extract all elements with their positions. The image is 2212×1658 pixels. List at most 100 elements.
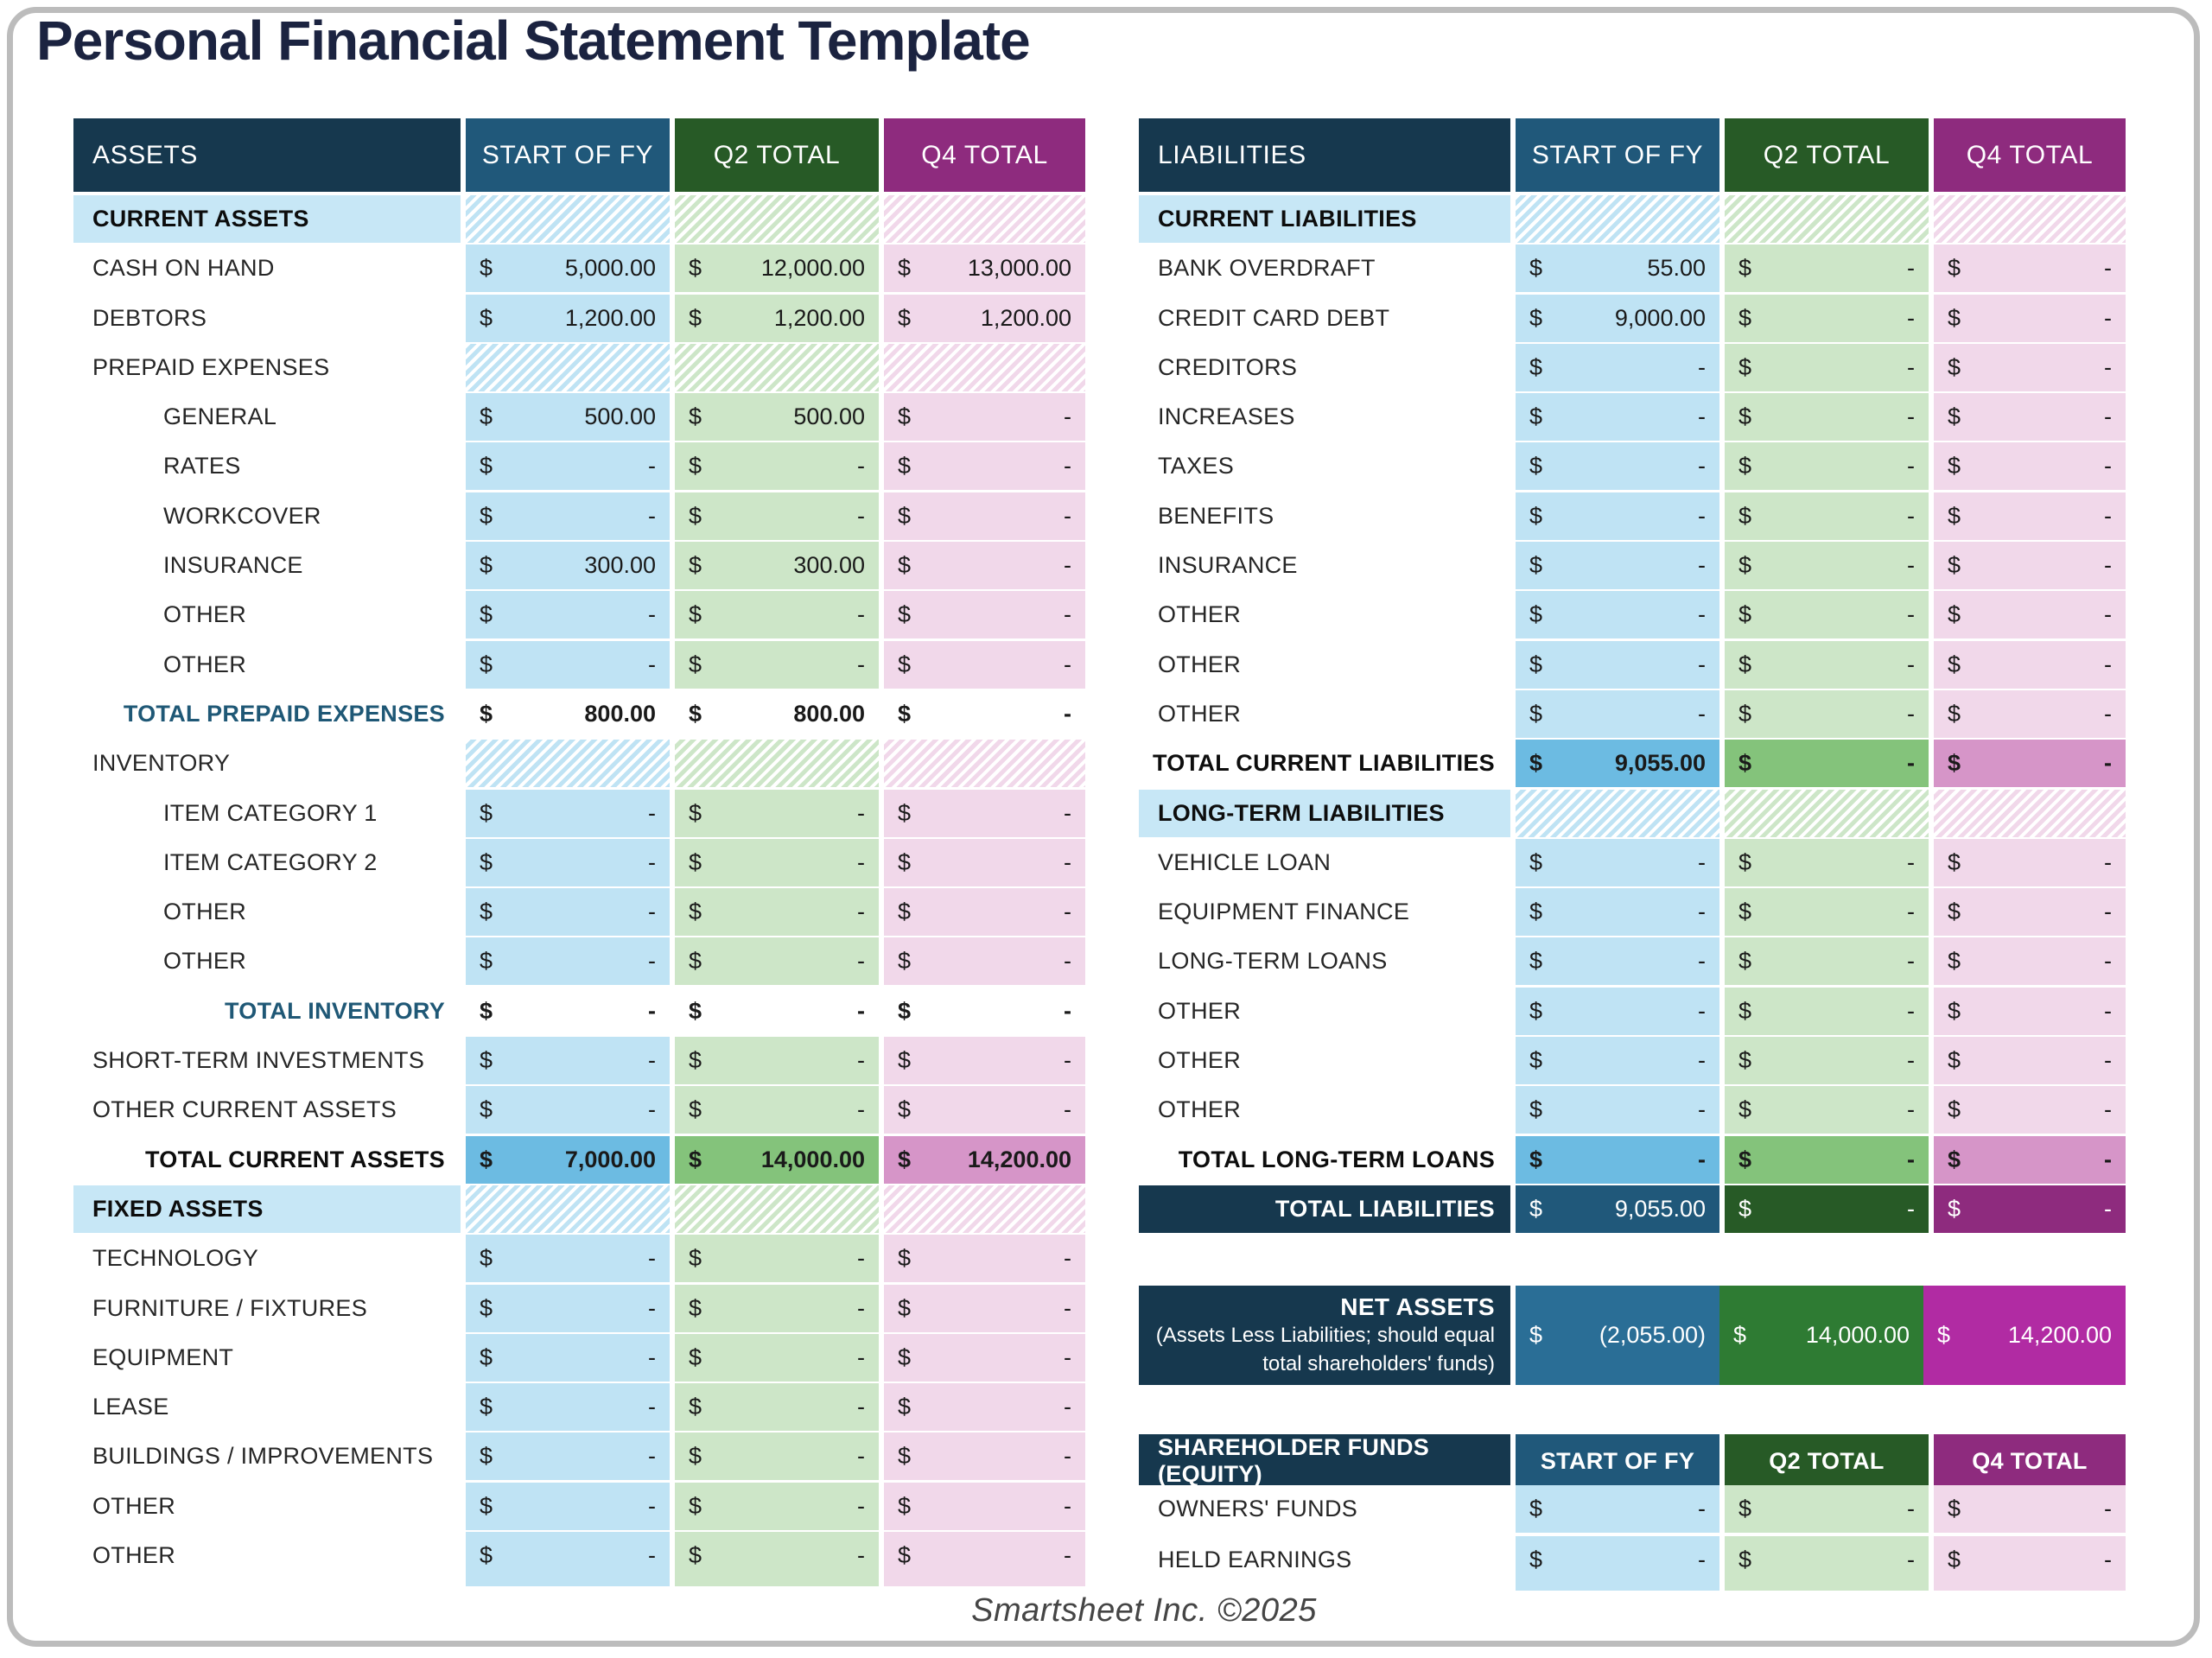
value-cell[interactable]: $ -	[675, 591, 879, 639]
value-cell[interactable]: $9,055.00	[1516, 740, 1719, 788]
value-cell[interactable]: $ -	[1934, 245, 2126, 293]
value-cell[interactable]: $ -	[675, 1333, 879, 1382]
value-cell[interactable]: $ -	[1516, 1135, 1719, 1184]
value-cell[interactable]: $ -	[884, 640, 1085, 689]
row-label[interactable]: OTHER	[73, 888, 461, 937]
value-cell[interactable]: $ -	[884, 492, 1085, 540]
value-cell[interactable]: $ -	[1516, 987, 1719, 1035]
row-label[interactable]: TOTAL INVENTORY	[73, 987, 461, 1035]
net-assets-q4-cell[interactable]: $ 14,200.00	[1923, 1286, 2126, 1385]
value-cell[interactable]: $ -	[675, 640, 879, 689]
net-assets-start-of-fy-cell[interactable]: $ (2,055.00)	[1516, 1286, 1719, 1385]
value-cell[interactable]: $ -	[1516, 937, 1719, 986]
value-cell[interactable]: $ -	[1934, 937, 2126, 986]
value-cell[interactable]: $1,200.00	[675, 294, 879, 342]
value-cell[interactable]: $ -	[1725, 343, 1929, 391]
value-cell[interactable]: $ -	[1934, 1485, 2126, 1533]
value-cell[interactable]: $ -	[1516, 492, 1719, 540]
value-cell[interactable]: $ -	[1516, 1037, 1719, 1085]
value-cell[interactable]: $ -	[1516, 1086, 1719, 1134]
row-label[interactable]: INSURANCE	[73, 542, 461, 590]
value-cell[interactable]: $ -	[1934, 987, 2126, 1035]
row-label[interactable]: OTHER	[1139, 591, 1510, 639]
row-label[interactable]: OTHER	[73, 937, 461, 986]
value-cell[interactable]: $1,200.00	[466, 294, 670, 342]
value-cell[interactable]: $ -	[1725, 542, 1929, 590]
row-label[interactable]: EQUIPMENT FINANCE	[1139, 888, 1510, 937]
value-cell[interactable]: $ -	[1934, 294, 2126, 342]
value-cell[interactable]: $ -	[884, 1532, 1085, 1580]
row-label[interactable]: HELD EARNINGS	[1139, 1536, 1510, 1584]
value-cell[interactable]: $ -	[1934, 838, 2126, 886]
value-cell[interactable]: $ -	[884, 591, 1085, 639]
row-label[interactable]: DEBTORS	[73, 294, 461, 342]
row-label[interactable]: BENEFITS	[1139, 492, 1510, 540]
value-cell[interactable]: $ -	[1516, 838, 1719, 886]
value-cell[interactable]: $ -	[1725, 838, 1929, 886]
value-cell[interactable]: $ -	[675, 987, 879, 1035]
value-cell[interactable]: $ -	[884, 393, 1085, 441]
value-cell[interactable]: $ -	[466, 640, 670, 689]
value-cell[interactable]: $ -	[1516, 343, 1719, 391]
row-label[interactable]: TOTAL LIABILITIES	[1139, 1185, 1510, 1233]
value-cell[interactable]: $ -	[1516, 1536, 1719, 1584]
row-label[interactable]: OTHER	[73, 591, 461, 639]
row-label[interactable]: OTHER	[73, 640, 461, 689]
row-label[interactable]: INCREASES	[1139, 393, 1510, 441]
value-cell[interactable]: $13,000.00	[884, 245, 1085, 293]
row-label[interactable]: CREDITORS	[1139, 343, 1510, 391]
row-label[interactable]: ITEM CATEGORY 2	[73, 838, 461, 886]
value-cell[interactable]: $ -	[466, 1235, 670, 1283]
row-label[interactable]: LONG-TERM LIABILITIES	[1139, 789, 1510, 837]
row-label[interactable]: SHORT-TERM INVESTMENTS	[73, 1037, 461, 1085]
value-cell[interactable]: $ -	[1516, 442, 1719, 491]
value-cell[interactable]: $ -	[1934, 542, 2126, 590]
row-label[interactable]: CURRENT LIABILITIES	[1139, 195, 1510, 243]
row-label[interactable]: INSURANCE	[1139, 542, 1510, 590]
value-cell[interactable]: $800.00	[466, 689, 670, 738]
value-cell[interactable]: $ -	[1725, 1086, 1929, 1134]
value-cell[interactable]: $ -	[466, 1333, 670, 1382]
row-label[interactable]: BANK OVERDRAFT	[1139, 245, 1510, 293]
value-cell[interactable]: $9,055.00	[1516, 1185, 1719, 1233]
value-cell[interactable]: $ -	[1516, 640, 1719, 689]
row-label[interactable]: OTHER	[1139, 689, 1510, 738]
value-cell[interactable]: $ -	[1516, 689, 1719, 738]
value-cell[interactable]: $ -	[884, 542, 1085, 590]
value-cell[interactable]: $ -	[884, 1383, 1085, 1432]
row-label[interactable]: LONG-TERM LOANS	[1139, 937, 1510, 986]
value-cell[interactable]: $ -	[466, 987, 670, 1035]
value-cell[interactable]: $ -	[466, 937, 670, 986]
value-cell[interactable]: $ -	[675, 1037, 879, 1085]
row-label[interactable]: RATES	[73, 442, 461, 491]
row-label[interactable]: OTHER	[73, 1482, 461, 1530]
value-cell[interactable]: $ -	[1934, 689, 2126, 738]
value-cell[interactable]: $500.00	[466, 393, 670, 441]
value-cell[interactable]: $ -	[1725, 442, 1929, 491]
value-cell[interactable]: $ -	[466, 888, 670, 937]
value-cell[interactable]: $7,000.00	[466, 1135, 670, 1184]
value-cell[interactable]: $ -	[1934, 1037, 2126, 1085]
value-cell[interactable]: $ -	[1725, 987, 1929, 1035]
value-cell[interactable]: $ -	[1725, 937, 1929, 986]
value-cell[interactable]: $ -	[675, 789, 879, 837]
row-label[interactable]: TOTAL CURRENT ASSETS	[73, 1135, 461, 1184]
value-cell[interactable]: $ -	[884, 1333, 1085, 1382]
value-cell[interactable]: $ -	[466, 442, 670, 491]
row-label[interactable]: ITEM CATEGORY 1	[73, 789, 461, 837]
value-cell[interactable]: $ -	[1725, 1037, 1929, 1085]
value-cell[interactable]: $ -	[466, 492, 670, 540]
value-cell[interactable]: $ -	[466, 1086, 670, 1134]
value-cell[interactable]: $14,200.00	[884, 1135, 1085, 1184]
value-cell[interactable]: $ -	[884, 1432, 1085, 1481]
row-label[interactable]: CREDIT CARD DEBT	[1139, 294, 1510, 342]
value-cell[interactable]: $ -	[884, 442, 1085, 491]
row-label[interactable]: OTHER	[1139, 1037, 1510, 1085]
value-cell[interactable]: $ -	[1516, 542, 1719, 590]
value-cell[interactable]: $ -	[675, 492, 879, 540]
value-cell[interactable]: $ -	[1934, 1185, 2126, 1233]
value-cell[interactable]: $ -	[1725, 294, 1929, 342]
value-cell[interactable]: $ -	[1725, 689, 1929, 738]
value-cell[interactable]: $55.00	[1516, 245, 1719, 293]
value-cell[interactable]: $ -	[466, 1432, 670, 1481]
